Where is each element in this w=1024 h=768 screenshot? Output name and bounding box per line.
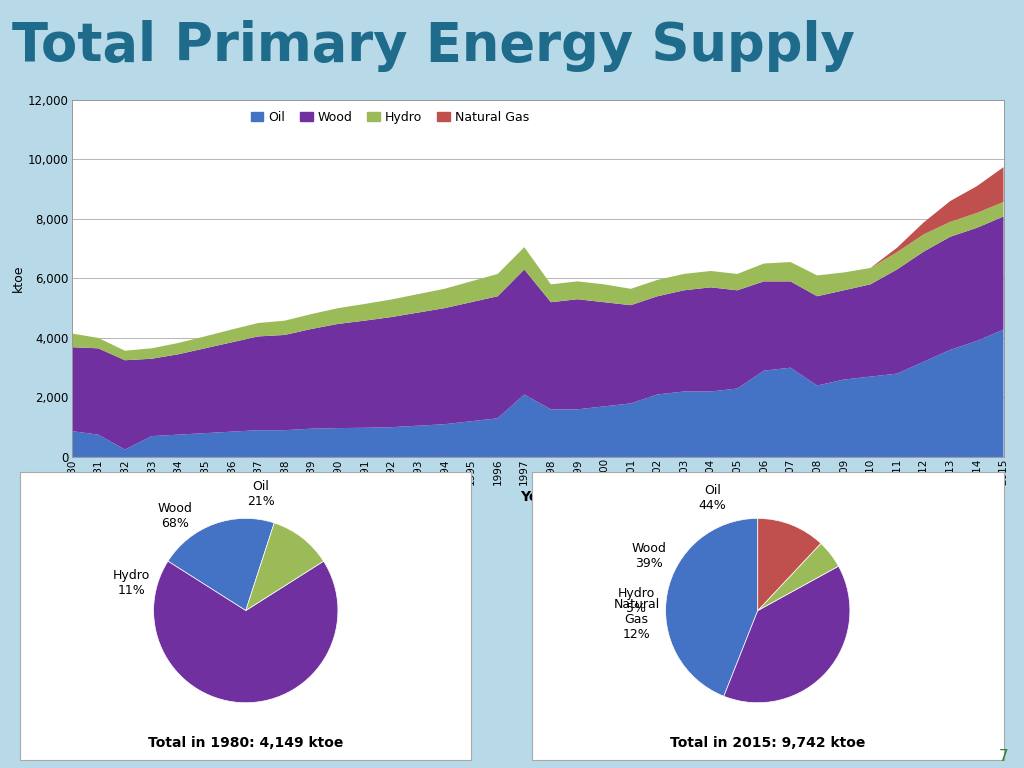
- Text: Total Primary Energy Supply: Total Primary Energy Supply: [12, 20, 855, 72]
- Wedge shape: [168, 518, 274, 611]
- Wedge shape: [758, 518, 821, 611]
- Text: Oil
44%: Oil 44%: [698, 484, 726, 511]
- Y-axis label: ktoe: ktoe: [12, 265, 26, 292]
- Text: Wood
68%: Wood 68%: [158, 502, 193, 531]
- Wedge shape: [154, 561, 338, 703]
- Text: Natural
Gas
12%: Natural Gas 12%: [613, 598, 659, 641]
- Text: Oil
21%: Oil 21%: [247, 479, 275, 508]
- Wedge shape: [666, 518, 758, 697]
- Text: 7: 7: [999, 749, 1009, 764]
- Text: Total in 1980: 4,149 ktoe: Total in 1980: 4,149 ktoe: [148, 736, 343, 750]
- Text: Hydro
11%: Hydro 11%: [113, 569, 150, 597]
- Text: Hydro
5%: Hydro 5%: [617, 587, 655, 615]
- Text: Wood
39%: Wood 39%: [632, 542, 667, 571]
- Legend: Oil, Wood, Hydro, Natural Gas: Oil, Wood, Hydro, Natural Gas: [246, 106, 534, 129]
- X-axis label: Year: Year: [520, 491, 555, 505]
- Wedge shape: [246, 523, 324, 611]
- Wedge shape: [758, 544, 839, 611]
- Wedge shape: [724, 566, 850, 703]
- Text: Total in 2015: 9,742 ktoe: Total in 2015: 9,742 ktoe: [671, 736, 865, 750]
